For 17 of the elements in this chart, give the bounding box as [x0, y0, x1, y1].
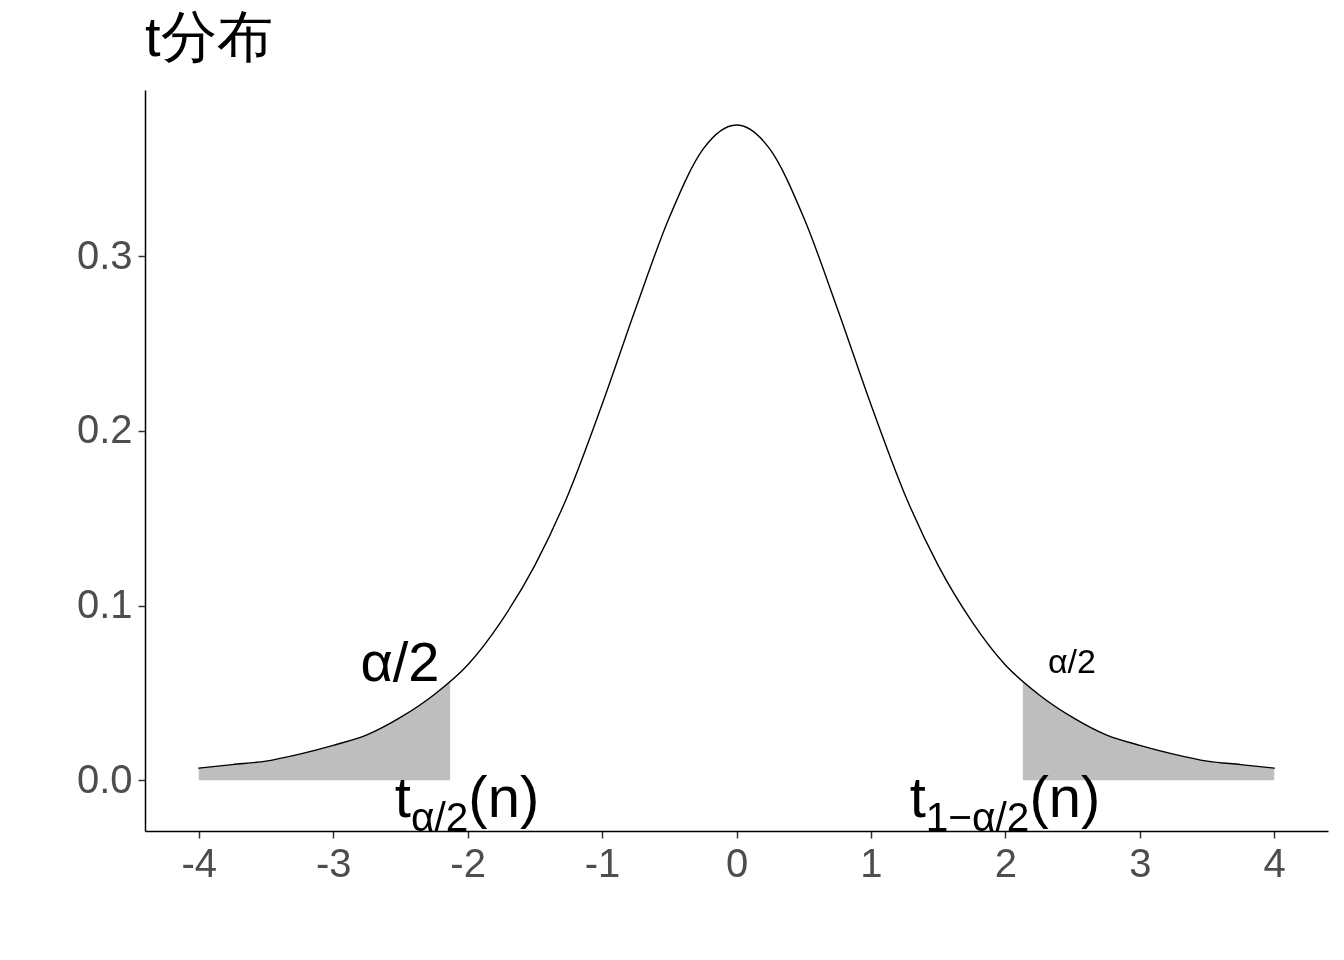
line-series	[198, 124, 1275, 769]
x-tick-label: -2	[450, 840, 486, 885]
y-tick-label: 0.2	[76, 407, 133, 452]
annotation: α/2	[1047, 642, 1096, 680]
y-tick-label: 0.3	[76, 232, 133, 277]
x-tick-label: -3	[315, 840, 352, 885]
x-tick-label: 1	[860, 840, 883, 885]
x-tick-label: 4	[1263, 840, 1286, 885]
x-tick-label: -4	[181, 840, 218, 885]
annotation: α/2	[360, 630, 440, 693]
x-tick-label: 0	[725, 840, 749, 885]
chart-title: t分布	[145, 5, 273, 68]
x-tick-label: 2	[994, 840, 1017, 885]
x-tick-label: -1	[584, 840, 621, 885]
y-tick-label: 0.1	[76, 582, 133, 627]
x-tick-label: 3	[1129, 840, 1152, 885]
y-tick-label: 0.0	[76, 756, 133, 801]
